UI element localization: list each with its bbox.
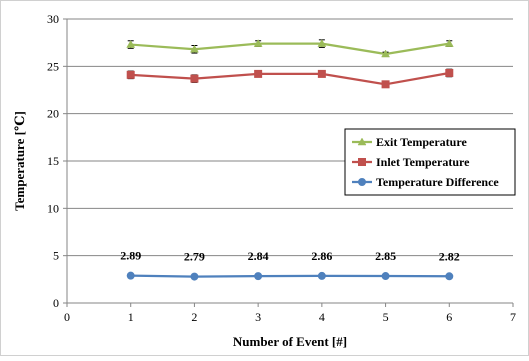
legend-item-inlet-temperature: Inlet Temperature [352,155,470,169]
legend-marker-exit-temperature [357,137,367,146]
y-tick-label: 5 [53,249,59,263]
y-tick-label: 30 [47,12,59,26]
legend-item-temperature-difference: Temperature Difference [352,175,499,189]
temperature-difference-point [254,272,263,281]
inlet-temperature-point [317,69,326,78]
temperature-difference-point [190,272,199,281]
exit-temperature-series [126,39,454,58]
legend: Exit Temperature Inlet Temperature Tempera… [344,128,516,196]
legend-item-exit-temperature: Exit Temperature [352,135,467,149]
legend-label-temperature-difference: Temperature Difference [376,175,499,189]
temperature-difference-point [381,272,390,281]
exit-temperature-point [444,39,454,47]
exit-temperature-point [126,40,136,48]
temperature-difference-point [126,271,135,280]
exit-temperature-point [253,39,263,47]
data-label: 2.84 [248,249,269,263]
temperature-difference-series [126,271,454,281]
exit-temperature-point [317,39,327,47]
data-label: 2.82 [439,249,460,263]
x-tick-label: 2 [191,310,197,324]
legend-box [344,128,516,196]
exit-temperature-point [189,44,199,53]
inlet-temperature-point [445,68,454,77]
x-tick-label: 3 [255,310,261,324]
legend-marker-temperature-difference [358,178,366,186]
exit-temperature-line [130,42,450,56]
inlet-temperature-series [126,68,454,89]
legend-marker-inlet-temperature [358,158,366,166]
inlet-temperature-point [381,80,390,89]
inlet-temperature-point [126,70,135,79]
y-tick-label: 10 [47,201,59,215]
x-tick-label: 1 [128,310,134,324]
x-tick-label: 7 [510,310,516,324]
inlet-temperature-line [130,71,450,86]
x-tick-label: 0 [64,310,70,324]
inlet-temperature-point [254,69,263,78]
x-tick-label: 4 [319,310,325,324]
y-tick-label: 20 [47,107,59,121]
legend-label-inlet-temperature: Inlet Temperature [376,155,470,169]
data-label: 2.89 [120,249,141,263]
y-tick-label: 0 [53,296,59,310]
legend-label-exit-temperature: Exit Temperature [376,135,467,149]
exit-temperature-point [381,49,391,58]
data-label: 2.79 [184,250,205,264]
data-label: 2.86 [311,249,332,263]
x-tick-label: 6 [446,310,452,324]
temperature-difference-line [130,274,450,278]
y-tick-label: 25 [47,59,59,73]
x-tick-label: 5 [383,310,389,324]
inlet-temperature-point [190,74,199,83]
y-tick-label: 15 [47,154,59,168]
data-label: 2.85 [375,249,396,263]
temperature-difference-point [445,272,454,281]
y-axis-title: Temperature [℃] [12,111,27,211]
temperature-difference-point [317,271,326,280]
x-axis-title: Number of Event [#] [233,334,347,349]
